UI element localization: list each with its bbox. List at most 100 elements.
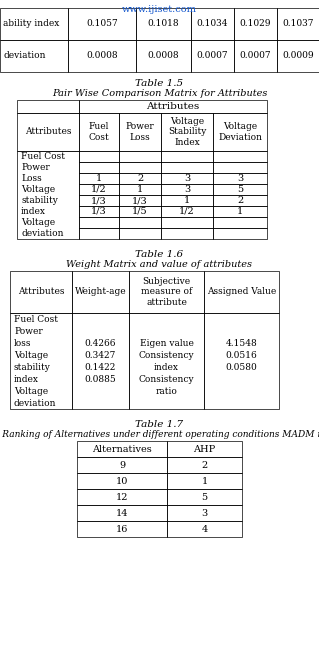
Text: 14: 14 [116, 508, 128, 518]
Bar [10, 271, 72, 313]
Text: Alternatives: Alternatives [92, 444, 152, 454]
Text: 2: 2 [137, 174, 143, 183]
Bar [234, 8, 277, 40]
Bar [129, 271, 204, 313]
Bar [119, 184, 161, 195]
Bar [167, 489, 242, 505]
Text: Voltage: Voltage [14, 351, 48, 359]
Bar [204, 313, 279, 409]
Text: Fuel Cost: Fuel Cost [21, 152, 65, 161]
Text: 12: 12 [116, 492, 128, 502]
Text: Consistency: Consistency [139, 375, 194, 383]
Bar [167, 521, 242, 537]
Text: 0.0009: 0.0009 [282, 52, 314, 60]
Text: 0.1057: 0.1057 [86, 19, 118, 29]
Bar [68, 8, 136, 40]
Bar [77, 441, 167, 457]
Bar [79, 206, 119, 217]
Bar [119, 228, 161, 239]
Bar [161, 195, 213, 206]
Bar [191, 8, 234, 40]
Bar [213, 173, 267, 184]
Text: Attributes: Attributes [146, 102, 200, 111]
Bar [161, 162, 213, 173]
Text: 1/3: 1/3 [91, 207, 107, 216]
Text: Voltage: Voltage [21, 218, 55, 227]
Text: 5: 5 [201, 492, 208, 502]
Text: 0.3427: 0.3427 [85, 351, 116, 359]
Bar [136, 8, 191, 40]
Bar [10, 313, 72, 409]
Text: Table 1.7: Table 1.7 [136, 420, 183, 429]
Text: deviation: deviation [21, 229, 63, 238]
Text: 1: 1 [184, 196, 190, 205]
Bar [79, 113, 119, 151]
Bar [79, 184, 119, 195]
Text: 3: 3 [201, 508, 208, 518]
Bar [213, 184, 267, 195]
Text: Power: Power [14, 326, 43, 335]
Text: 1/3: 1/3 [132, 196, 148, 205]
Bar [79, 228, 119, 239]
Bar [119, 195, 161, 206]
Bar [213, 228, 267, 239]
Text: Voltage
Deviation: Voltage Deviation [218, 122, 262, 142]
Text: 3: 3 [184, 185, 190, 194]
Bar [161, 228, 213, 239]
Bar [77, 489, 167, 505]
Text: 0.1018: 0.1018 [148, 19, 179, 29]
Bar [167, 457, 242, 473]
Text: Table 1.6: Table 1.6 [136, 250, 183, 259]
Text: 0.0885: 0.0885 [85, 375, 116, 383]
Text: 0.0007: 0.0007 [197, 52, 228, 60]
Text: 1: 1 [96, 174, 102, 183]
Bar [277, 40, 319, 72]
Text: 1: 1 [237, 207, 243, 216]
Bar [68, 40, 136, 72]
Text: Subjective
measure of
attribute: Subjective measure of attribute [141, 277, 192, 307]
Text: 3: 3 [184, 174, 190, 183]
Bar [161, 184, 213, 195]
Bar [213, 195, 267, 206]
Text: 0.1034: 0.1034 [197, 19, 228, 29]
Text: 9: 9 [119, 460, 125, 470]
Bar [79, 151, 119, 162]
Bar [77, 457, 167, 473]
Text: 2: 2 [237, 196, 243, 205]
Bar [129, 313, 204, 409]
Text: 0.0516: 0.0516 [226, 351, 257, 359]
Bar [17, 100, 79, 113]
Bar [72, 271, 129, 313]
Text: Relative Ranking of Alternatives under different operating conditions MADM metho: Relative Ranking of Alternatives under d… [0, 430, 319, 439]
Text: 1/2: 1/2 [179, 207, 195, 216]
Bar [119, 151, 161, 162]
Bar [136, 40, 191, 72]
Bar [79, 195, 119, 206]
Text: 2: 2 [201, 460, 208, 470]
Text: 4: 4 [201, 524, 208, 533]
Text: Attributes: Attributes [18, 288, 64, 296]
Bar [72, 313, 129, 409]
Text: ability index: ability index [3, 19, 59, 29]
Bar [161, 151, 213, 162]
Text: 0.0008: 0.0008 [148, 52, 179, 60]
Text: 16: 16 [116, 524, 128, 533]
Text: index: index [21, 207, 46, 216]
Text: Eigen value: Eigen value [140, 339, 193, 347]
Bar [161, 217, 213, 228]
Bar [161, 173, 213, 184]
Bar [79, 162, 119, 173]
Text: 0.0580: 0.0580 [226, 363, 257, 371]
Text: Loss: Loss [21, 174, 42, 183]
Bar [167, 441, 242, 457]
Text: stability: stability [21, 196, 58, 205]
Text: 0.1029: 0.1029 [240, 19, 271, 29]
Bar [79, 100, 267, 113]
Text: Voltage: Voltage [14, 387, 48, 395]
Bar [79, 173, 119, 184]
Text: 3: 3 [237, 174, 243, 183]
Bar [119, 173, 161, 184]
Text: Weight-age: Weight-age [75, 288, 126, 296]
Text: www.ijiset.com: www.ijiset.com [122, 5, 197, 14]
Bar [77, 521, 167, 537]
